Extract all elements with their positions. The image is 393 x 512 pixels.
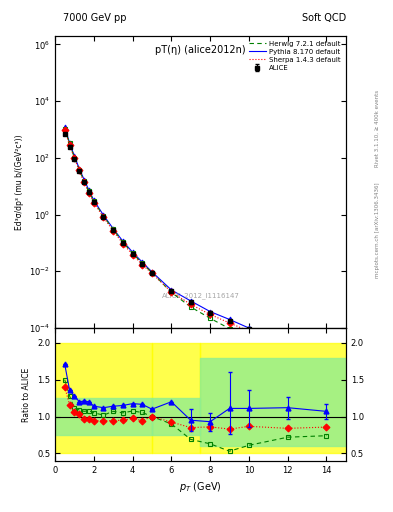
Text: mcplots.cern.ch [arXiv:1306.3436]: mcplots.cern.ch [arXiv:1306.3436] <box>375 183 380 278</box>
Pythia 8.170 default <box>140 259 145 265</box>
Y-axis label: Ed³σ/dp³ (mu b/(GeV²c³)): Ed³σ/dp³ (mu b/(GeV²c³)) <box>15 134 24 230</box>
Text: 7000 GeV pp: 7000 GeV pp <box>63 13 127 23</box>
Pythia 8.170 default <box>121 238 125 244</box>
Pythia 8.170 default <box>150 269 154 275</box>
Herwig 7.2.1 default <box>101 213 106 219</box>
Pythia 8.170 default <box>101 212 106 218</box>
X-axis label: $p_T$ (GeV): $p_T$ (GeV) <box>179 480 222 494</box>
Pythia 8.170 default <box>285 340 290 347</box>
Herwig 7.2.1 default <box>82 178 86 184</box>
Herwig 7.2.1 default <box>77 167 82 173</box>
Sherpa 1.4.3 default <box>208 311 213 317</box>
Sherpa 1.4.3 default <box>101 214 106 220</box>
Sherpa 1.4.3 default <box>130 251 135 258</box>
Sherpa 1.4.3 default <box>72 155 77 161</box>
Sherpa 1.4.3 default <box>67 142 72 148</box>
Line: Sherpa 1.4.3 default: Sherpa 1.4.3 default <box>65 130 327 362</box>
Pythia 8.170 default <box>208 309 213 315</box>
Text: Rivet 3.1.10, ≥ 400k events: Rivet 3.1.10, ≥ 400k events <box>375 90 380 166</box>
Pythia 8.170 default <box>130 249 135 255</box>
Herwig 7.2.1 default <box>140 260 145 266</box>
Pythia 8.170 default <box>169 287 174 293</box>
Sherpa 1.4.3 default <box>285 344 290 350</box>
Herwig 7.2.1 default <box>188 304 193 310</box>
Legend: Herwig 7.2.1 default, Pythia 8.170 default, Sherpa 1.4.3 default, ALICE: Herwig 7.2.1 default, Pythia 8.170 defau… <box>247 39 342 72</box>
Herwig 7.2.1 default <box>62 126 67 132</box>
Herwig 7.2.1 default <box>130 250 135 257</box>
Herwig 7.2.1 default <box>324 361 329 368</box>
Sherpa 1.4.3 default <box>77 167 82 174</box>
Pythia 8.170 default <box>82 177 86 183</box>
Pythia 8.170 default <box>188 298 193 304</box>
Herwig 7.2.1 default <box>246 332 251 338</box>
Sherpa 1.4.3 default <box>92 200 96 206</box>
Pythia 8.170 default <box>324 357 329 363</box>
Sherpa 1.4.3 default <box>62 126 67 133</box>
Text: Soft QCD: Soft QCD <box>301 13 346 23</box>
Sherpa 1.4.3 default <box>82 179 86 185</box>
Pythia 8.170 default <box>67 140 72 146</box>
Sherpa 1.4.3 default <box>86 190 91 196</box>
Herwig 7.2.1 default <box>227 326 232 332</box>
Pythia 8.170 default <box>227 316 232 323</box>
Herwig 7.2.1 default <box>86 188 91 195</box>
Herwig 7.2.1 default <box>285 346 290 352</box>
Text: ALICE_2012_I1116147: ALICE_2012_I1116147 <box>162 292 239 299</box>
Sherpa 1.4.3 default <box>140 262 145 268</box>
Herwig 7.2.1 default <box>72 155 77 161</box>
Line: Herwig 7.2.1 default: Herwig 7.2.1 default <box>65 129 327 365</box>
Pythia 8.170 default <box>77 165 82 172</box>
Sherpa 1.4.3 default <box>111 228 116 234</box>
Herwig 7.2.1 default <box>111 226 116 232</box>
Herwig 7.2.1 default <box>208 315 213 322</box>
Y-axis label: Ratio to ALICE: Ratio to ALICE <box>22 367 31 421</box>
Herwig 7.2.1 default <box>92 198 96 204</box>
Herwig 7.2.1 default <box>150 269 154 275</box>
Pythia 8.170 default <box>62 124 67 130</box>
Sherpa 1.4.3 default <box>227 320 232 326</box>
Pythia 8.170 default <box>92 197 96 203</box>
Text: pT(η) (alice2012n): pT(η) (alice2012n) <box>155 45 246 55</box>
Sherpa 1.4.3 default <box>121 241 125 247</box>
Sherpa 1.4.3 default <box>150 270 154 276</box>
Pythia 8.170 default <box>111 225 116 231</box>
Sherpa 1.4.3 default <box>188 302 193 308</box>
Sherpa 1.4.3 default <box>246 328 251 334</box>
Herwig 7.2.1 default <box>169 289 174 295</box>
Sherpa 1.4.3 default <box>169 289 174 295</box>
Line: Pythia 8.170 default: Pythia 8.170 default <box>65 127 327 360</box>
Pythia 8.170 default <box>72 153 77 159</box>
Pythia 8.170 default <box>246 325 251 331</box>
Pythia 8.170 default <box>86 187 91 194</box>
Herwig 7.2.1 default <box>67 140 72 146</box>
Herwig 7.2.1 default <box>121 239 125 245</box>
Sherpa 1.4.3 default <box>324 359 329 366</box>
